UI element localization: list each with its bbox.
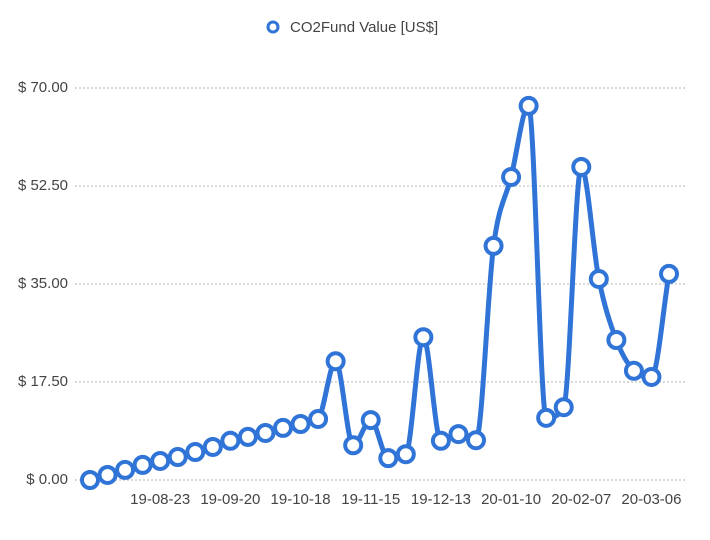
data-point [185,442,206,462]
y-tick-label: $ 0.00 [26,471,68,488]
data-point [501,167,522,188]
y-tick-label: $ 35.00 [18,275,68,292]
x-tick-label: 20-03-06 [621,491,681,508]
x-tick-label: 20-01-10 [481,491,541,508]
data-point [588,268,609,289]
data-point [413,327,434,348]
data-point [325,351,346,372]
data-point [536,407,557,428]
data-point [606,330,627,350]
data-point [343,435,364,456]
data-point [150,450,171,471]
data-point [466,430,486,451]
data-point [115,459,136,480]
data-point [80,470,100,490]
data-point [220,430,241,451]
data-point [132,454,153,475]
y-tick-label: $ 70.00 [18,79,68,96]
data-point [430,430,451,451]
data-point [167,447,188,468]
x-tick-label: 20-02-07 [551,491,611,508]
x-tick-label: 19-08-23 [130,491,190,508]
data-point [518,95,539,116]
data-point [448,424,469,445]
x-tick-label: 19-10-18 [271,491,331,508]
data-point [97,464,118,485]
legend: CO2Fund Value [US$] [266,19,438,36]
legend-marker [266,20,280,34]
data-point [571,156,592,177]
data-point [623,360,644,381]
data-point [553,397,574,418]
y-tick-label: $ 52.50 [18,177,68,194]
data-point [202,436,223,457]
x-tick-label: 19-09-20 [200,491,260,508]
data-point [395,444,416,465]
data-point [483,235,504,256]
x-tick-label: 19-11-15 [341,491,400,508]
data-point [237,426,258,447]
data-point [378,448,399,469]
x-tick-label: 19-12-13 [411,491,471,508]
data-point [308,408,329,429]
data-point [659,263,679,284]
data-point [360,410,381,431]
data-point [290,414,311,434]
data-point [273,417,293,438]
legend-label: CO2Fund Value [US$] [290,19,438,36]
y-tick-label: $ 17.50 [18,373,68,390]
data-point [641,366,662,387]
data-point [255,422,276,443]
